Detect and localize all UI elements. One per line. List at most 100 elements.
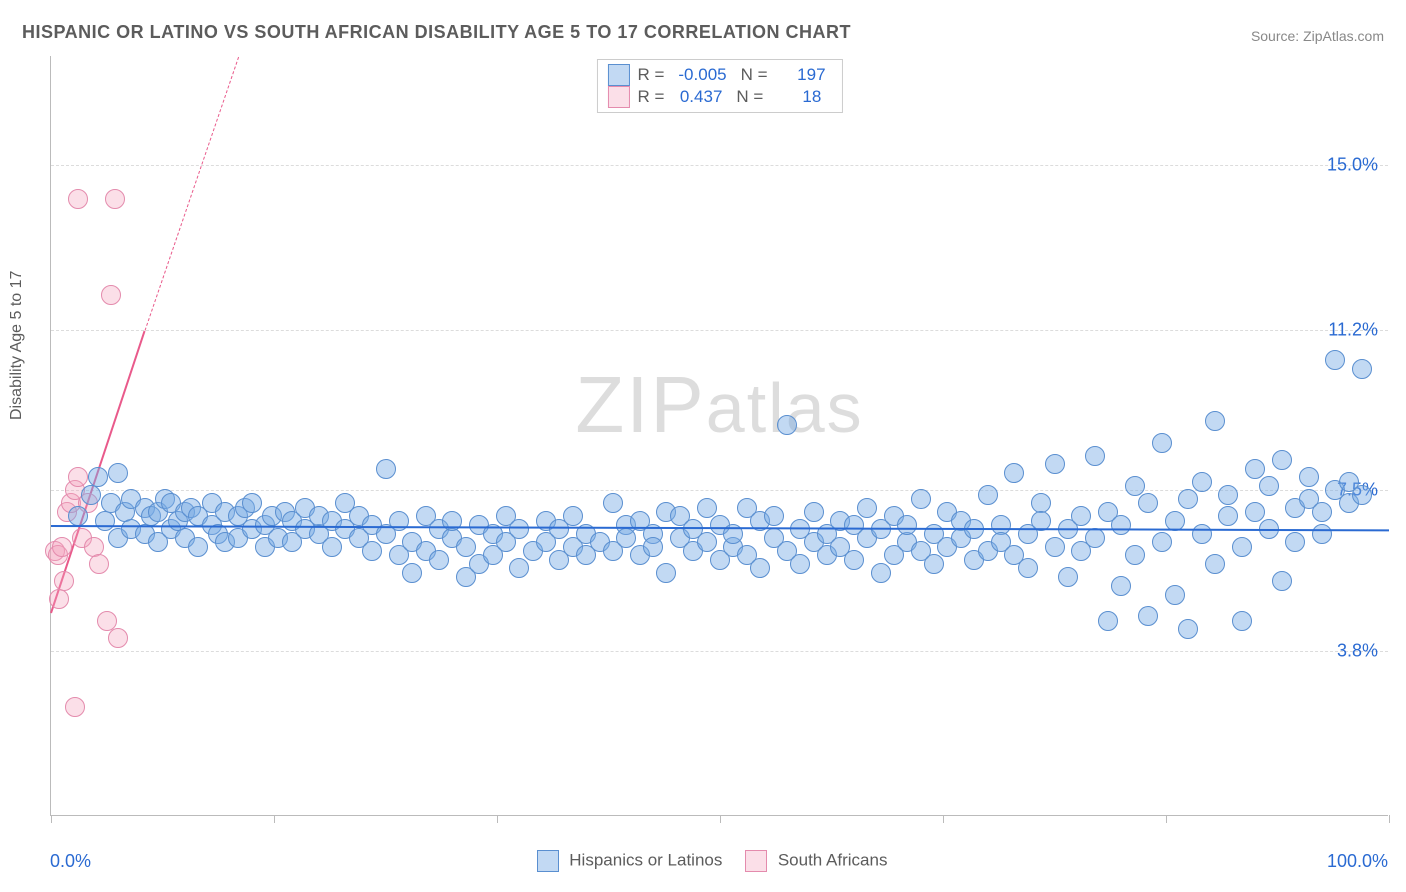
scatter-point-pink [65,697,85,717]
chart-title: HISPANIC OR LATINO VS SOUTH AFRICAN DISA… [22,22,851,43]
source-attribution: Source: ZipAtlas.com [1251,28,1384,44]
scatter-point-blue [1232,537,1252,557]
y-tick-label: 11.2% [1328,319,1378,340]
scatter-point-blue [1205,554,1225,574]
scatter-point-blue [1299,467,1319,487]
scatter-point-blue [1272,450,1292,470]
scatter-point-blue [1192,472,1212,492]
swatch-pink [607,86,629,108]
scatter-point-blue [871,563,891,583]
x-tick [943,815,944,823]
scatter-point-blue [1325,350,1345,370]
scatter-point-blue [1045,454,1065,474]
y-tick-label: 15.0% [1327,154,1378,175]
scatter-point-blue [188,537,208,557]
scatter-point-blue [1285,532,1305,552]
r-value-blue: -0.005 [672,65,732,85]
scatter-point-blue [1138,493,1158,513]
chart-plot-area: ZIPatlas R = -0.005 N = 197 R = 0.437 N … [50,56,1388,816]
scatter-point-blue [790,554,810,574]
x-tick [497,815,498,823]
gridline-h [51,651,1388,652]
scatter-point-blue [911,489,931,509]
scatter-point-blue [1178,489,1198,509]
scatter-point-pink [108,628,128,648]
x-tick [51,815,52,823]
scatter-point-blue [804,502,824,522]
trend-line [144,56,239,330]
scatter-point-blue [897,515,917,535]
scatter-point-blue [81,485,101,505]
scatter-point-blue [603,493,623,513]
scatter-point-blue [1165,585,1185,605]
x-tick [1166,815,1167,823]
n-label: N = [741,65,768,85]
scatter-point-pink [52,537,72,557]
scatter-point-blue [1232,611,1252,631]
gridline-h [51,165,1388,166]
scatter-point-blue [1312,502,1332,522]
watermark: ZIPatlas [575,359,863,451]
r-value-pink: 0.437 [672,87,728,107]
r-label: R = [637,87,664,107]
scatter-point-blue [1272,571,1292,591]
stats-row-pink: R = 0.437 N = 18 [607,86,831,108]
scatter-point-blue [1085,446,1105,466]
legend-swatch-blue [537,850,559,872]
scatter-point-blue [1352,485,1372,505]
x-tick [720,815,721,823]
scatter-point-blue [242,493,262,513]
scatter-point-blue [1111,515,1131,535]
scatter-point-blue [1192,524,1212,544]
watermark-zip: ZIP [575,360,705,449]
bottom-legend: Hispanics or Latinos South Africans [0,850,1406,872]
x-tick [274,815,275,823]
scatter-point-blue [1125,476,1145,496]
scatter-point-blue [1218,485,1238,505]
scatter-point-blue [697,532,717,552]
scatter-point-blue [1178,619,1198,639]
stats-legend-box: R = -0.005 N = 197 R = 0.437 N = 18 [596,59,842,113]
scatter-point-pink [101,285,121,305]
scatter-point-blue [656,563,676,583]
scatter-point-blue [1045,537,1065,557]
scatter-point-pink [89,554,109,574]
scatter-point-blue [509,558,529,578]
scatter-point-blue [857,498,877,518]
scatter-point-blue [429,550,449,570]
n-value-blue: 197 [776,65,832,85]
swatch-blue [607,64,629,86]
scatter-point-blue [563,506,583,526]
scatter-point-blue [402,563,422,583]
n-value-pink: 18 [771,87,827,107]
scatter-point-blue [88,467,108,487]
n-label: N = [736,87,763,107]
scatter-point-blue [68,506,88,526]
x-tick [1389,815,1390,823]
scatter-point-blue [322,537,342,557]
scatter-point-pink [68,467,88,487]
scatter-point-blue [456,537,476,557]
scatter-point-blue [750,558,770,578]
scatter-point-blue [1018,558,1038,578]
scatter-point-blue [1125,545,1145,565]
scatter-point-blue [1312,524,1332,544]
scatter-point-pink [49,589,69,609]
scatter-point-blue [616,528,636,548]
scatter-point-blue [697,498,717,518]
scatter-point-blue [1352,359,1372,379]
scatter-point-blue [764,506,784,526]
r-label: R = [637,65,664,85]
legend-label-blue: Hispanics or Latinos [569,850,722,869]
legend-swatch-pink [745,850,767,872]
scatter-point-blue [844,550,864,570]
scatter-point-blue [1152,532,1172,552]
scatter-point-blue [777,415,797,435]
stats-row-blue: R = -0.005 N = 197 [607,64,831,86]
scatter-point-blue [95,511,115,531]
scatter-point-blue [108,463,128,483]
scatter-point-blue [924,554,944,574]
scatter-point-pink [68,189,88,209]
scatter-point-blue [376,459,396,479]
scatter-point-blue [1218,506,1238,526]
